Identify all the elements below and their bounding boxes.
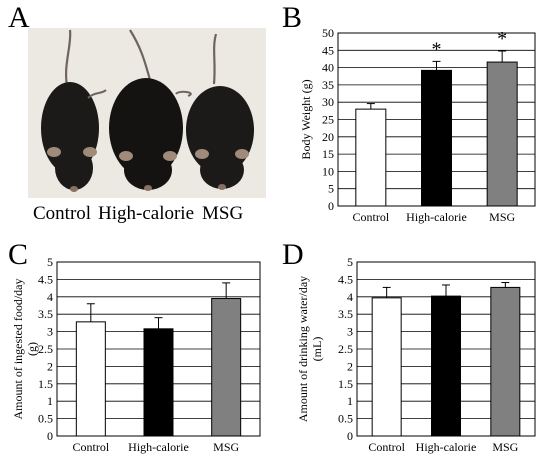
- y-tick-label: 5: [347, 255, 353, 269]
- bar-b-2: [421, 69, 452, 207]
- y-tick-label: 0.5: [338, 412, 353, 426]
- x-category-label: MSG: [489, 210, 515, 224]
- bar-d-2: [431, 295, 461, 437]
- bar-b-3: [486, 61, 518, 207]
- y-axis-label-line: (g): [25, 342, 39, 356]
- y-tick-label: 25: [322, 113, 334, 127]
- y-tick-label: 0: [328, 199, 334, 213]
- y-tick-label: 5: [47, 255, 53, 269]
- y-tick-label: 50: [322, 26, 334, 40]
- x-category-label: MSG: [492, 440, 518, 454]
- y-tick-label: 2.5: [38, 342, 53, 356]
- y-tick-label: 35: [322, 78, 334, 92]
- mouse-high-calorie: [109, 29, 183, 191]
- significance-marker: *: [497, 28, 507, 50]
- y-tick-label: 2: [47, 359, 53, 373]
- panel-label-b: B: [282, 1, 303, 34]
- significance-marker: *: [432, 38, 442, 60]
- mouse-control: [41, 29, 107, 192]
- y-axis-label: Amount of ingested food/day(g): [11, 279, 39, 420]
- bar-b-1: [355, 108, 387, 207]
- y-tick-label: 10: [322, 164, 334, 178]
- y-tick-label: 1: [47, 394, 53, 408]
- x-category-label: MSG: [213, 440, 239, 454]
- panel-label-d: D: [282, 238, 304, 271]
- y-tick-label: 45: [322, 43, 334, 57]
- photo-label-control: Control: [33, 203, 92, 224]
- x-category-label: Control: [352, 210, 389, 224]
- bar-c-3: [211, 298, 242, 437]
- y-tick-label: 3: [47, 325, 53, 339]
- panel-label-c: C: [8, 238, 29, 271]
- x-category-label: Control: [72, 440, 109, 454]
- y-tick-label: 0: [47, 429, 53, 443]
- mouse-msg: [175, 33, 254, 190]
- bar-d-1: [371, 297, 402, 437]
- y-tick-label: 4.5: [38, 272, 53, 286]
- y-axis-label-line: (mL): [310, 337, 324, 362]
- y-tick-label: 0: [347, 429, 353, 443]
- mice-photo: [28, 28, 266, 198]
- y-tick-label: 3.5: [38, 307, 53, 321]
- panel-label-a: A: [8, 1, 30, 34]
- y-tick-label: 30: [322, 95, 334, 109]
- y-axis-label: Amount of drinking water/day(mL): [296, 276, 324, 422]
- x-category-label: High-calorie: [128, 440, 189, 454]
- y-tick-label: 0.5: [38, 412, 53, 426]
- y-tick-label: 2: [347, 359, 353, 373]
- x-category-label: Control: [368, 440, 405, 454]
- y-axis-label: Body Weight (g): [299, 79, 313, 159]
- y-tick-label: 40: [322, 61, 334, 75]
- y-tick-label: 3.5: [338, 307, 353, 321]
- y-tick-label: 4.5: [338, 272, 353, 286]
- photo-label-msg: MSG: [202, 203, 244, 224]
- photo-label-high-calorie: High-calorie: [98, 203, 195, 224]
- y-tick-label: 1: [347, 394, 353, 408]
- y-tick-label: 3: [347, 325, 353, 339]
- bar-d-3: [490, 286, 521, 437]
- y-tick-label: 1.5: [338, 377, 353, 391]
- y-tick-label: 20: [322, 130, 334, 144]
- x-category-label: High-calorie: [406, 210, 467, 224]
- bar-c-2: [143, 328, 174, 437]
- bar-c-1: [75, 321, 106, 437]
- x-category-label: High-calorie: [416, 440, 477, 454]
- y-tick-label: 2.5: [338, 342, 353, 356]
- y-tick-label: 5: [328, 182, 334, 196]
- y-tick-label: 15: [322, 147, 334, 161]
- y-axis-label-line: Amount of ingested food/day: [11, 279, 25, 420]
- y-tick-label: 4: [47, 290, 53, 304]
- y-axis-label-line: Amount of drinking water/day: [296, 276, 310, 422]
- y-tick-label: 4: [347, 290, 353, 304]
- y-tick-label: 1.5: [38, 377, 53, 391]
